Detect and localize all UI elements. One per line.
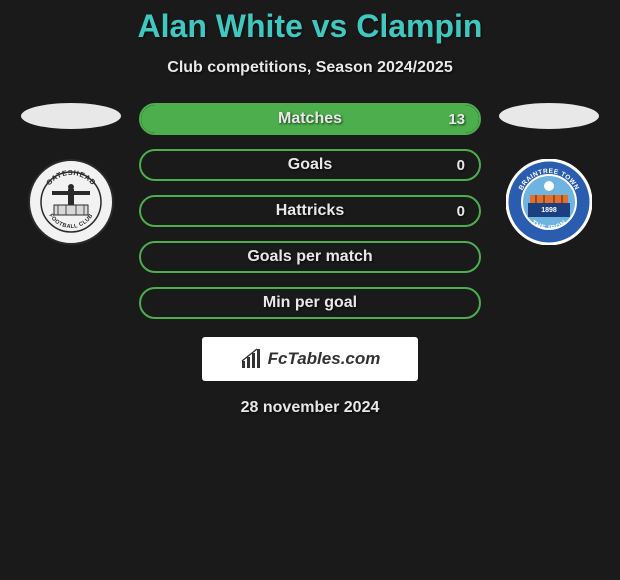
right-column: BRAINTREE TOWN THE IRON 1898	[499, 103, 599, 245]
stat-row: Goals per match	[139, 241, 481, 273]
page-title: Alan White vs Clampin	[138, 8, 483, 45]
stats-column: Matches13Goals0Hattricks0Goals per match…	[139, 103, 481, 319]
braintree-crest-icon: BRAINTREE TOWN THE IRON 1898	[506, 159, 592, 245]
stat-row: Matches13	[139, 103, 481, 135]
brand-badge[interactable]: FcTables.com	[202, 337, 418, 381]
stat-label: Goals	[141, 156, 479, 174]
left-column: GATESHEAD FOOTBALL CLUB	[21, 103, 121, 245]
barchart-icon	[240, 348, 262, 370]
stat-row: Goals0	[139, 149, 481, 181]
left-oval-placeholder	[21, 103, 121, 129]
stat-row: Hattricks0	[139, 195, 481, 227]
svg-text:1898: 1898	[541, 207, 557, 214]
date-text: 28 november 2024	[241, 399, 380, 417]
stat-label: Hattricks	[141, 202, 479, 220]
stat-right-value: 0	[447, 157, 465, 174]
right-team-crest: BRAINTREE TOWN THE IRON 1898	[506, 159, 592, 245]
page-subtitle: Club competitions, Season 2024/2025	[167, 59, 452, 77]
left-team-crest: GATESHEAD FOOTBALL CLUB	[28, 159, 114, 245]
stat-right-value: 0	[447, 203, 465, 220]
stat-label: Matches	[141, 110, 479, 128]
stat-label: Goals per match	[141, 248, 479, 266]
right-oval-placeholder	[499, 103, 599, 129]
comparison-card: Alan White vs Clampin Club competitions,…	[0, 0, 620, 417]
stat-row: Min per goal	[139, 287, 481, 319]
gateshead-crest-icon: GATESHEAD FOOTBALL CLUB	[28, 159, 114, 245]
main-row: GATESHEAD FOOTBALL CLUB	[0, 103, 620, 319]
stat-label: Min per goal	[141, 294, 479, 312]
brand-text: FcTables.com	[268, 349, 381, 369]
stat-right-value: 13	[447, 111, 465, 128]
